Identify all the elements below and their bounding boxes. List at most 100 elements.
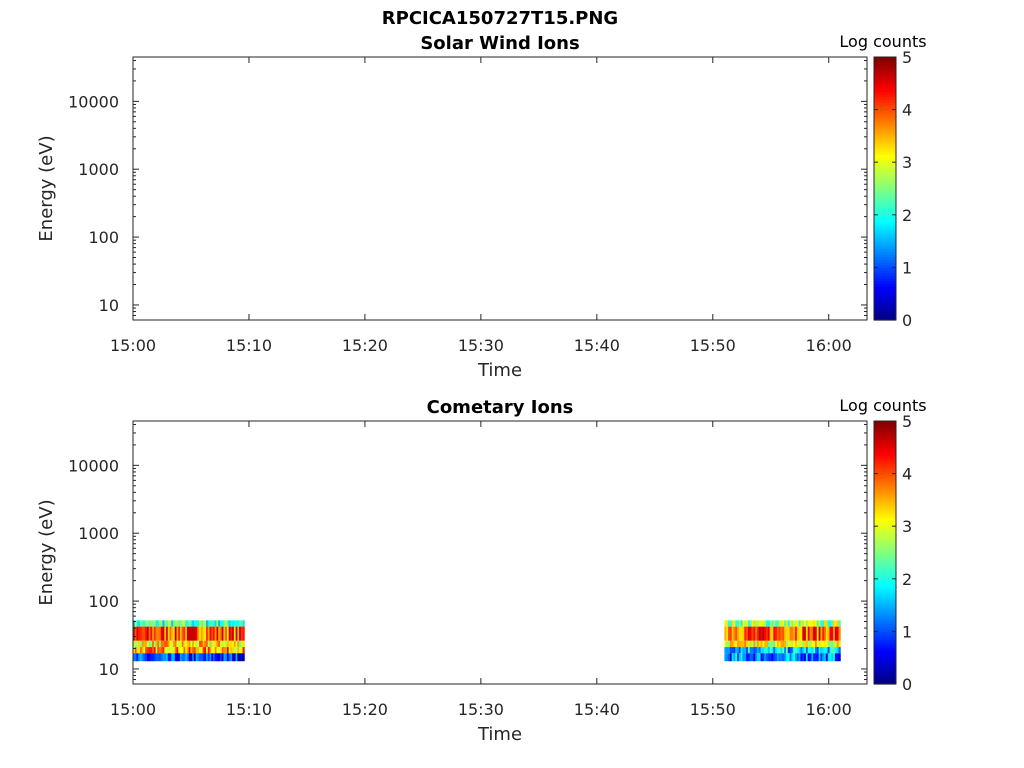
colorbar-segment xyxy=(874,267,896,271)
heatmap-cell xyxy=(825,647,829,654)
heatmap-cell xyxy=(155,647,158,654)
heatmap-cell xyxy=(216,647,219,654)
heatmap-cell xyxy=(822,626,825,641)
colorbar-segment xyxy=(874,288,896,292)
colorbar-segment xyxy=(874,605,896,609)
heatmap-cell xyxy=(197,640,200,648)
x-tick-label: 15:30 xyxy=(458,700,504,719)
colorbar-segment xyxy=(874,473,896,477)
colorbar-segment xyxy=(874,444,896,448)
heatmap-cell xyxy=(827,626,830,641)
heatmap-cell xyxy=(239,626,242,641)
heatmap-cell xyxy=(218,640,221,648)
heatmap-cell xyxy=(190,640,193,648)
heatmap-cell xyxy=(162,647,165,654)
heatmap-cell xyxy=(148,653,151,662)
heatmap-cell xyxy=(136,640,139,648)
heatmap-cell xyxy=(171,647,174,654)
heatmap-cell xyxy=(776,620,780,627)
y-axis-label: Energy (eV) xyxy=(36,135,57,241)
colorbar-segment xyxy=(874,75,896,79)
heatmap-cell xyxy=(152,647,155,654)
colorbar-segment xyxy=(874,114,896,119)
colorbar-segment xyxy=(874,156,896,161)
colorbar-segment xyxy=(874,78,896,82)
colorbar-segment xyxy=(874,660,896,664)
heatmap-cell xyxy=(838,653,841,662)
heatmap-cell xyxy=(164,620,167,627)
x-tick-label: 16:00 xyxy=(806,336,852,355)
heatmap-cell xyxy=(764,653,767,662)
heatmap-cell xyxy=(729,626,733,641)
heatmap-cell xyxy=(155,653,158,662)
heatmap-cell xyxy=(174,620,177,627)
heatmap-cell xyxy=(209,626,212,641)
heatmap-cell xyxy=(733,620,736,627)
heatmap-cell xyxy=(164,653,167,662)
heatmap-cell xyxy=(769,620,772,627)
heatmap-cell xyxy=(731,620,734,627)
heatmap-cell xyxy=(798,640,801,648)
heatmap-cell xyxy=(807,640,810,648)
heatmap-cell xyxy=(204,653,207,662)
colorbar-segment xyxy=(874,91,896,95)
heatmap-cell xyxy=(188,626,191,641)
colorbar-segment xyxy=(874,201,896,205)
heatmap-cell xyxy=(169,626,172,641)
heatmap-cell xyxy=(740,640,743,648)
heatmap-cell xyxy=(735,647,738,654)
heatmap-cell xyxy=(164,640,167,648)
colorbar-segment xyxy=(874,641,896,646)
heatmap-cell xyxy=(796,626,800,641)
heatmap-cell xyxy=(793,653,796,662)
heatmap-cell xyxy=(798,653,801,662)
heatmap-cell xyxy=(795,620,798,627)
colorbar-segment xyxy=(874,85,896,90)
heatmap-cell xyxy=(197,647,200,654)
heatmap-cell xyxy=(160,620,163,627)
colorbar-segment xyxy=(874,193,896,197)
heatmap-cell xyxy=(776,647,780,654)
heatmap-cell xyxy=(193,647,197,654)
heatmap-cell xyxy=(787,626,790,641)
colorbar-segment xyxy=(874,291,896,295)
heatmap-cell xyxy=(749,640,752,648)
heatmap-cell xyxy=(800,640,803,648)
heatmap-cell xyxy=(758,620,762,627)
colorbar-segment xyxy=(874,206,896,211)
heatmap-cell xyxy=(173,626,176,641)
heatmap-cell xyxy=(785,626,789,641)
colorbar-segment xyxy=(874,442,896,446)
colorbar-segment xyxy=(874,70,896,74)
heatmap-cell xyxy=(164,647,167,654)
colorbar-segment xyxy=(874,481,896,485)
heatmap-cell xyxy=(775,640,778,648)
heatmap-cell xyxy=(836,626,839,641)
heatmap-cell xyxy=(820,647,823,654)
colorbar-segment xyxy=(874,128,896,132)
heatmap-cell xyxy=(775,626,778,641)
heatmap-cell xyxy=(185,626,188,641)
heatmap-cell xyxy=(185,653,188,662)
colorbar-segment xyxy=(874,662,896,667)
colorbar-segment xyxy=(874,544,896,548)
heatmap-cell xyxy=(800,626,803,641)
heatmap-cell xyxy=(225,620,228,627)
heatmap-cell xyxy=(787,620,790,627)
heatmap-cell xyxy=(804,620,807,627)
colorbar-segment xyxy=(874,304,896,308)
heatmap-cell xyxy=(181,653,184,662)
heatmap-cell xyxy=(240,640,243,648)
heatmap-cell xyxy=(185,620,188,627)
heatmap-cell xyxy=(785,620,789,627)
heatmap-cell xyxy=(139,626,143,641)
heatmap-cell xyxy=(176,647,179,654)
colorbar-segment xyxy=(874,99,896,103)
colorbar-segment xyxy=(874,117,896,121)
colorbar-segment xyxy=(874,565,896,569)
heatmap-cell xyxy=(802,620,805,627)
colorbar-segment xyxy=(874,275,896,279)
heatmap-cell xyxy=(809,647,812,654)
heatmap-cell xyxy=(735,626,738,641)
heatmap-cell xyxy=(738,653,742,662)
